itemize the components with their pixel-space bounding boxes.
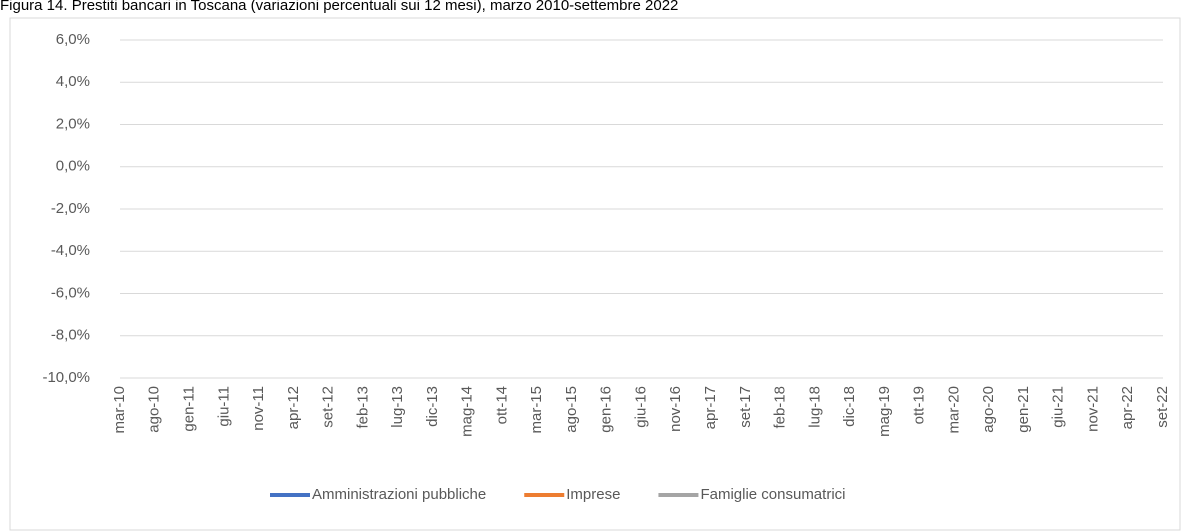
x-tick-label: gen-16 [598,386,615,433]
x-tick-label: ago-20 [980,386,997,433]
legend-label: Amministrazioni pubbliche [312,486,486,503]
x-tick-label: ott-19 [911,386,928,424]
y-tick-label: -4,0% [51,242,90,259]
x-tick-label: nov-16 [667,386,684,432]
x-tick-label: mar-20 [945,386,962,434]
y-tick-label: -10,0% [42,369,90,386]
legend-label: Imprese [566,486,620,503]
y-tick-label: -6,0% [51,284,90,301]
y-tick-label: 4,0% [56,73,90,90]
x-tick-label: set-12 [320,386,337,428]
x-tick-label: giu-16 [632,386,649,428]
x-tick-label: nov-21 [1084,386,1101,432]
x-tick-label: ott-14 [493,386,510,424]
x-tick-label: feb-18 [772,386,789,429]
x-tick-label: mag-19 [876,386,893,437]
x-tick-label: feb-13 [354,386,371,429]
y-tick-label: 2,0% [56,115,90,132]
x-tick-label: giu-21 [1050,386,1067,428]
x-tick-label: ago-10 [146,386,163,433]
x-tick-label: ago-15 [563,386,580,433]
x-tick-label: gen-11 [181,386,198,432]
chart-title: Figura 14. Prestiti bancari in Toscana (… [0,0,678,14]
y-tick-label: 0,0% [56,158,90,175]
x-tick-label: lug-13 [389,386,406,428]
x-tick-label: apr-17 [702,386,719,429]
x-tick-label: mar-10 [111,386,128,434]
y-tick-label: -2,0% [51,200,90,217]
x-tick-label: nov-11 [250,386,267,431]
x-tick-label: giu-11 [215,386,232,427]
x-tick-label: gen-21 [1015,386,1032,433]
y-tick-label: 6,0% [56,31,90,48]
x-tick-label: set-22 [1154,386,1171,428]
x-tick-label: apr-12 [285,386,302,429]
x-tick-label: lug-18 [806,386,823,428]
x-tick-label: apr-22 [1119,386,1136,429]
x-tick-label: dic-13 [424,386,441,427]
y-tick-label: -8,0% [51,327,90,344]
legend-label: Famiglie consumatrici [700,486,845,503]
x-tick-label: mar-15 [528,386,545,434]
chart-border [9,17,1181,531]
x-tick-label: dic-18 [841,386,858,427]
x-tick-label: set-17 [737,386,754,428]
x-tick-label: mag-14 [459,386,476,437]
